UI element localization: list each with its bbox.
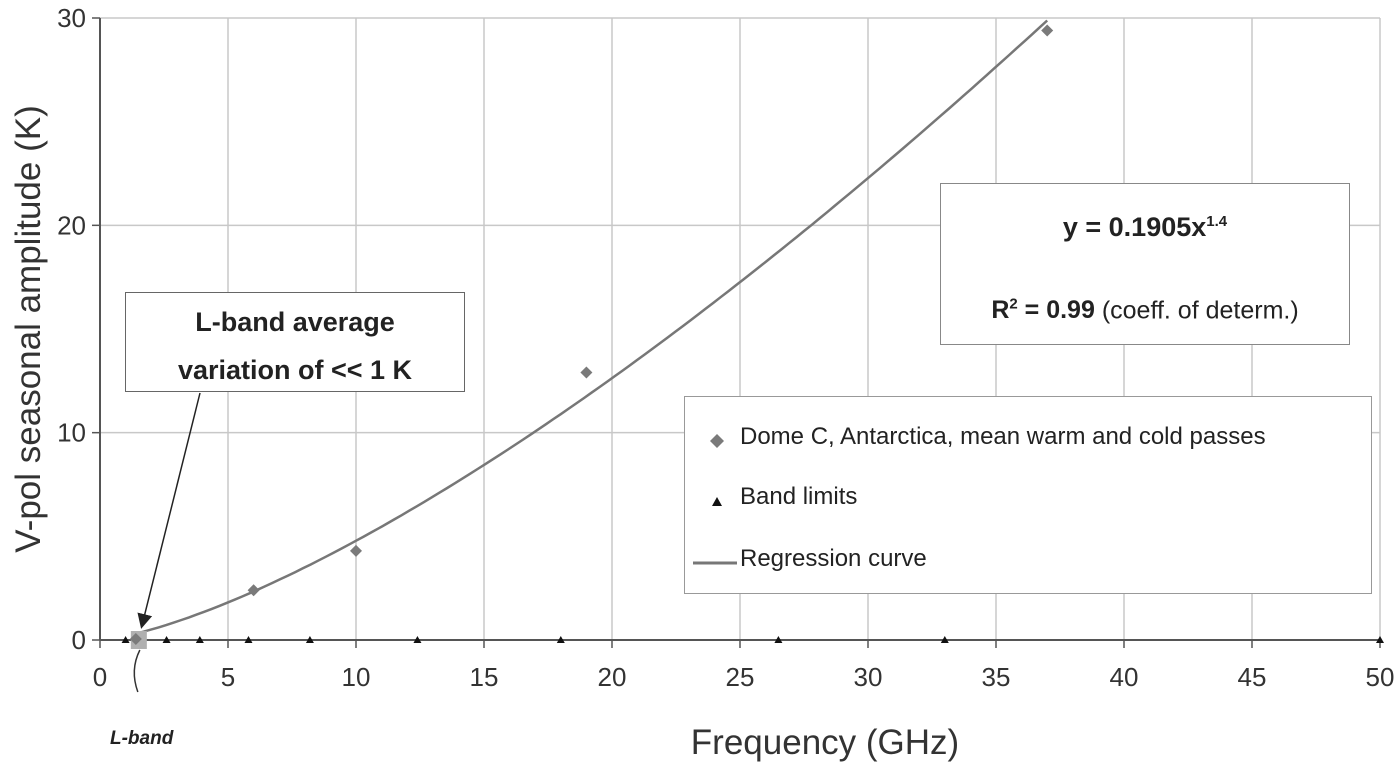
x-tick-label: 45 (1238, 662, 1267, 692)
y-tick-label: 0 (72, 625, 86, 655)
x-tick-label: 35 (982, 662, 1011, 692)
data-point (1041, 24, 1054, 37)
y-axis-title: V-pol seasonal amplitude (K) (9, 105, 48, 552)
y-tick-label: 20 (57, 210, 86, 240)
data-point (580, 366, 593, 379)
band-limit-marker (413, 636, 422, 643)
data-point (350, 544, 362, 557)
x-tick-label: 25 (726, 662, 755, 692)
band-limit-marker (244, 636, 253, 643)
legend-line-icon (693, 561, 737, 565)
lband-note-line2: variation of << 1 K (177, 355, 413, 385)
x-axis-title: Frequency (GHz) (691, 723, 959, 762)
data-point (129, 632, 142, 645)
y-tick-label: 10 (57, 418, 86, 448)
lband-axis-label: L-band (110, 728, 174, 749)
equation-box: y = 0.1905x1.4 R2 = 0.99 (coeff. of dete… (940, 183, 1350, 345)
band-limit-marker (121, 636, 130, 643)
band-limit-marker (305, 636, 314, 643)
lband-note-box: L-band average variation of << 1 K (125, 292, 465, 392)
x-tick-label: 10 (342, 662, 371, 692)
lband-note-line1: L-band average (195, 307, 395, 337)
x-tick-label: 15 (470, 662, 499, 692)
legend-diamond-icon (710, 434, 724, 448)
x-tick-label: 5 (221, 662, 235, 692)
legend-label-regression: Regression curve (740, 545, 927, 572)
x-tick-label: 30 (854, 662, 883, 692)
x-tick-label: 0 (93, 662, 107, 692)
band-limit-marker (195, 636, 204, 643)
band-limit-marker (556, 636, 565, 643)
band-limit-marker (162, 636, 171, 643)
legend-label-band-limits: Band limits (740, 483, 858, 510)
x-tick-label: 20 (598, 662, 627, 692)
x-tick-label: 50 (1366, 662, 1395, 692)
legend: Dome C, Antarctica, mean warm and cold p… (684, 396, 1372, 594)
r-squared-text: R2 = 0.99 (coeff. of determ.) (991, 296, 1299, 325)
legend-label-dome-c: Dome C, Antarctica, mean warm and cold p… (740, 423, 1266, 450)
data-point (247, 584, 260, 597)
y-tick-label: 30 (57, 3, 86, 33)
x-tick-label: 40 (1110, 662, 1139, 692)
band-limit-marker (774, 636, 783, 643)
regression-curve (135, 19, 1049, 635)
band-limit-marker (1376, 636, 1384, 643)
equation-text: y = 0.1905x1.4 (1062, 212, 1228, 242)
lband-pointer-line (133, 649, 141, 693)
lband-note-arrow (137, 392, 201, 629)
legend-triangle-icon (712, 497, 722, 506)
band-limit-marker (940, 636, 949, 643)
